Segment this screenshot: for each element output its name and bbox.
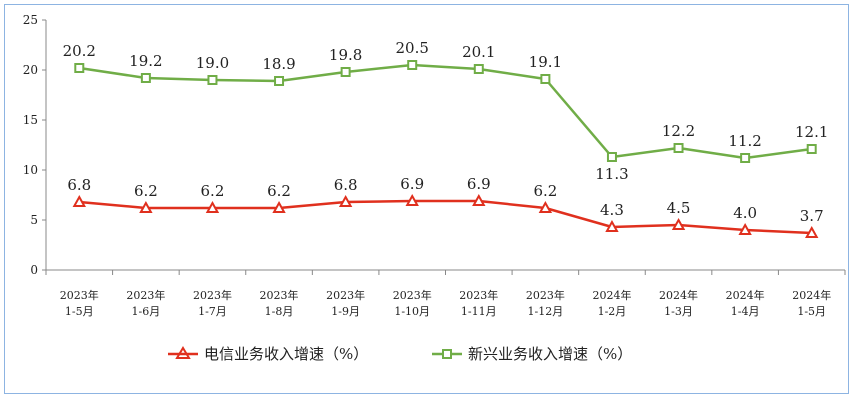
x-tick-label-period: 1-8月	[265, 305, 294, 318]
data-point-marker	[407, 60, 418, 70]
data-point-marker	[340, 67, 351, 77]
data-label: 6.8	[334, 176, 358, 194]
legend: 电信业务收入增速（%） 新兴业务收入增速（%）	[168, 345, 632, 363]
data-label: 20.2	[63, 42, 96, 60]
data-label: 6.2	[201, 182, 225, 200]
data-point-marker	[673, 143, 684, 153]
data-point-marker	[338, 194, 353, 207]
data-point-marker	[72, 194, 86, 207]
data-point-marker	[405, 193, 419, 206]
data-label: 19.8	[329, 46, 362, 64]
x-tick-label-year: 2023年	[459, 288, 498, 302]
data-label: 18.9	[262, 55, 295, 73]
data-label: 11.3	[595, 165, 628, 183]
data-label: 6.8	[67, 176, 91, 194]
data-label: 6.2	[134, 182, 158, 200]
data-label: 12.2	[662, 122, 695, 140]
data-point-marker	[139, 200, 153, 213]
x-tick-label-period: 1-7月	[198, 305, 227, 318]
x-tick-label-period: 1-11月	[461, 305, 497, 318]
data-point-marker	[274, 76, 285, 86]
x-tick-label-year: 2024年	[659, 288, 698, 302]
data-point-marker	[738, 222, 752, 235]
data-point-marker	[140, 73, 151, 83]
y-tick-label: 25	[23, 13, 38, 27]
x-tick-label-year: 2023年	[393, 288, 432, 302]
series-line-0	[79, 199, 812, 235]
x-tick-label-period: 1-3月	[664, 305, 693, 318]
data-label: 6.9	[467, 175, 491, 193]
data-point-marker	[472, 193, 486, 206]
data-label: 19.1	[529, 53, 562, 71]
data-point-marker	[671, 217, 686, 230]
data-point-marker	[805, 225, 819, 238]
data-point-marker	[538, 200, 553, 213]
data-point-marker	[605, 219, 619, 232]
series-layer	[72, 60, 819, 238]
data-label: 6.2	[267, 182, 291, 200]
data-label: 20.1	[462, 43, 495, 61]
y-tick-label: 5	[30, 213, 38, 227]
data-point-marker	[606, 152, 617, 162]
data-label: 4.5	[667, 199, 691, 217]
data-label: 4.3	[600, 201, 624, 219]
data-label: 11.2	[728, 132, 761, 150]
data-point-marker	[806, 144, 817, 154]
data-point-marker	[540, 74, 551, 84]
data-point-marker	[272, 200, 286, 213]
x-tick-label-year: 2023年	[260, 288, 299, 302]
data-point-marker	[473, 64, 484, 74]
data-label: 3.7	[800, 207, 824, 225]
legend-marker-emerging	[442, 349, 452, 359]
data-label: 6.9	[400, 175, 424, 193]
x-tick-label-year: 2024年	[792, 288, 831, 302]
data-point-marker	[205, 200, 220, 213]
x-tick-label-period: 1-5月	[797, 305, 826, 318]
legend-label-emerging: 新兴业务收入增速（%）	[468, 345, 632, 363]
data-point-marker	[207, 75, 218, 85]
y-tick-label: 10	[23, 163, 38, 177]
x-tick-label-period: 1-9月	[331, 305, 360, 318]
data-label: 12.1	[795, 123, 828, 141]
data-label: 4.0	[733, 204, 757, 222]
data-labels: 6.8 6.2 6.2 6.2 6.8 6.9 6.9 6.2 4.3 4.5 4.0 3.7 20.2…	[63, 39, 829, 225]
x-tick-label-year: 2023年	[60, 288, 99, 302]
legend-label-telecom: 电信业务收入增速（%）	[204, 345, 368, 363]
x-tick-label-year: 2024年	[726, 288, 765, 302]
x-tick-label-year: 2023年	[526, 288, 565, 302]
x-tick-label-year: 2023年	[126, 288, 165, 302]
legend-item-emerging: 新兴业务收入增速（%）	[432, 345, 632, 363]
x-tick-label-year: 2024年	[592, 288, 631, 302]
axes: 0 5 10 15 20 25 2023年 1-5月 2023年 1-6月 2023年 1-7月 202…	[23, 13, 846, 318]
data-label: 19.2	[129, 52, 162, 70]
x-tick-label-period: 1-4月	[731, 305, 760, 318]
data-label: 19.0	[196, 54, 229, 72]
legend-marker-telecom	[175, 346, 191, 359]
data-point-marker	[74, 63, 85, 73]
y-tick-label: 15	[23, 113, 38, 127]
data-point-marker	[740, 153, 751, 163]
x-tick-label-period: 1-2月	[598, 305, 627, 318]
y-tick-label: 0	[30, 263, 38, 277]
x-tick-label-period: 1-10月	[394, 305, 430, 318]
legend-item-telecom: 电信业务收入增速（%）	[168, 345, 368, 363]
x-tick-label-period: 1-12月	[528, 305, 564, 318]
x-tick-label-year: 2023年	[326, 288, 365, 302]
x-tick-label-period: 1-5月	[65, 305, 94, 318]
x-tick-label-year: 2023年	[193, 288, 232, 302]
chart-frame	[4, 4, 849, 394]
x-tick-label-period: 1-6月	[132, 305, 161, 318]
data-label: 20.5	[396, 39, 429, 57]
series-line-1	[79, 63, 812, 160]
y-tick-label: 20	[23, 63, 38, 77]
data-label: 6.2	[533, 182, 557, 200]
